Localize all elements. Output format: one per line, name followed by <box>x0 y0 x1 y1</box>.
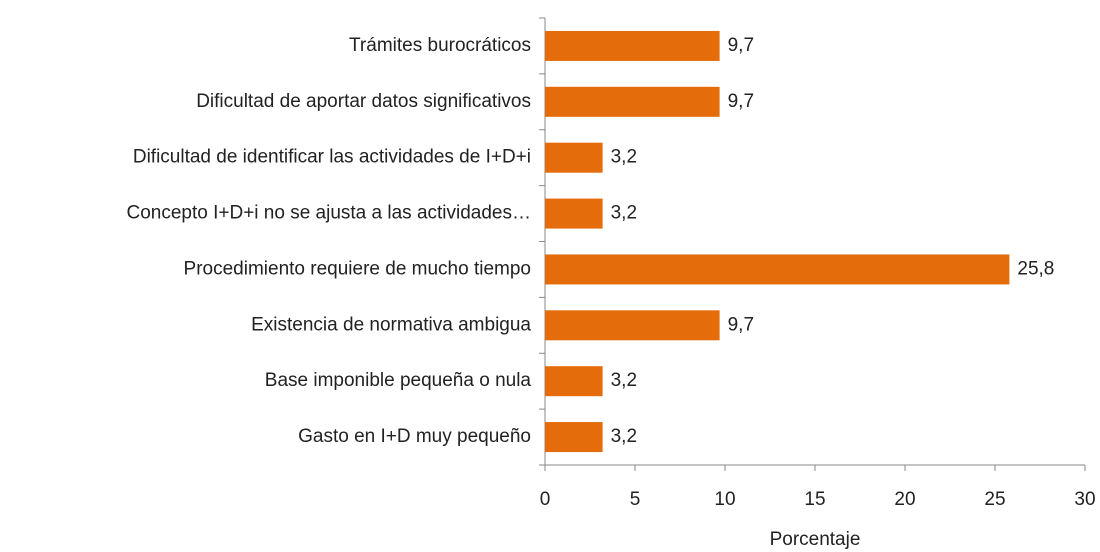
data-label: 3,2 <box>611 370 637 391</box>
y-tick-label: Base imponible pequeña o nula <box>265 370 532 391</box>
bar <box>545 254 1010 285</box>
x-tick-label: 20 <box>894 489 915 510</box>
data-label: 3,2 <box>611 426 637 447</box>
y-tick-label: Dificultad de identificar las actividade… <box>133 147 531 168</box>
data-label: 25,8 <box>1017 258 1054 279</box>
x-tick-label: 15 <box>804 489 825 510</box>
bar <box>545 198 603 229</box>
bar <box>545 366 603 397</box>
y-tick-label: Existencia de normativa ambigua <box>251 314 531 335</box>
data-label: 3,2 <box>611 203 637 224</box>
bar <box>545 142 603 173</box>
x-axis-label: Porcentaje <box>770 529 861 550</box>
data-label: 9,7 <box>728 314 754 335</box>
y-tick-label: Gasto en I+D muy pequeño <box>298 426 531 447</box>
x-tick-label: 5 <box>630 489 641 510</box>
data-label: 9,7 <box>728 35 754 56</box>
y-tick-label: Trámites burocráticos <box>349 35 531 56</box>
data-label: 3,2 <box>611 147 637 168</box>
bar <box>545 86 720 117</box>
x-tick-label: 10 <box>714 489 735 510</box>
y-tick-label: Concepto I+D+i no se ajusta a las activi… <box>126 203 531 224</box>
y-tick-label: Dificultad de aportar datos significativ… <box>196 91 531 112</box>
x-tick-label: 30 <box>1074 489 1095 510</box>
bar <box>545 30 720 61</box>
data-label: 9,7 <box>728 91 754 112</box>
bar <box>545 422 603 453</box>
bar <box>545 310 720 341</box>
y-tick-label: Procedimiento requiere de mucho tiempo <box>184 258 531 279</box>
x-tick-label: 0 <box>540 489 551 510</box>
x-tick-label: 25 <box>984 489 1005 510</box>
